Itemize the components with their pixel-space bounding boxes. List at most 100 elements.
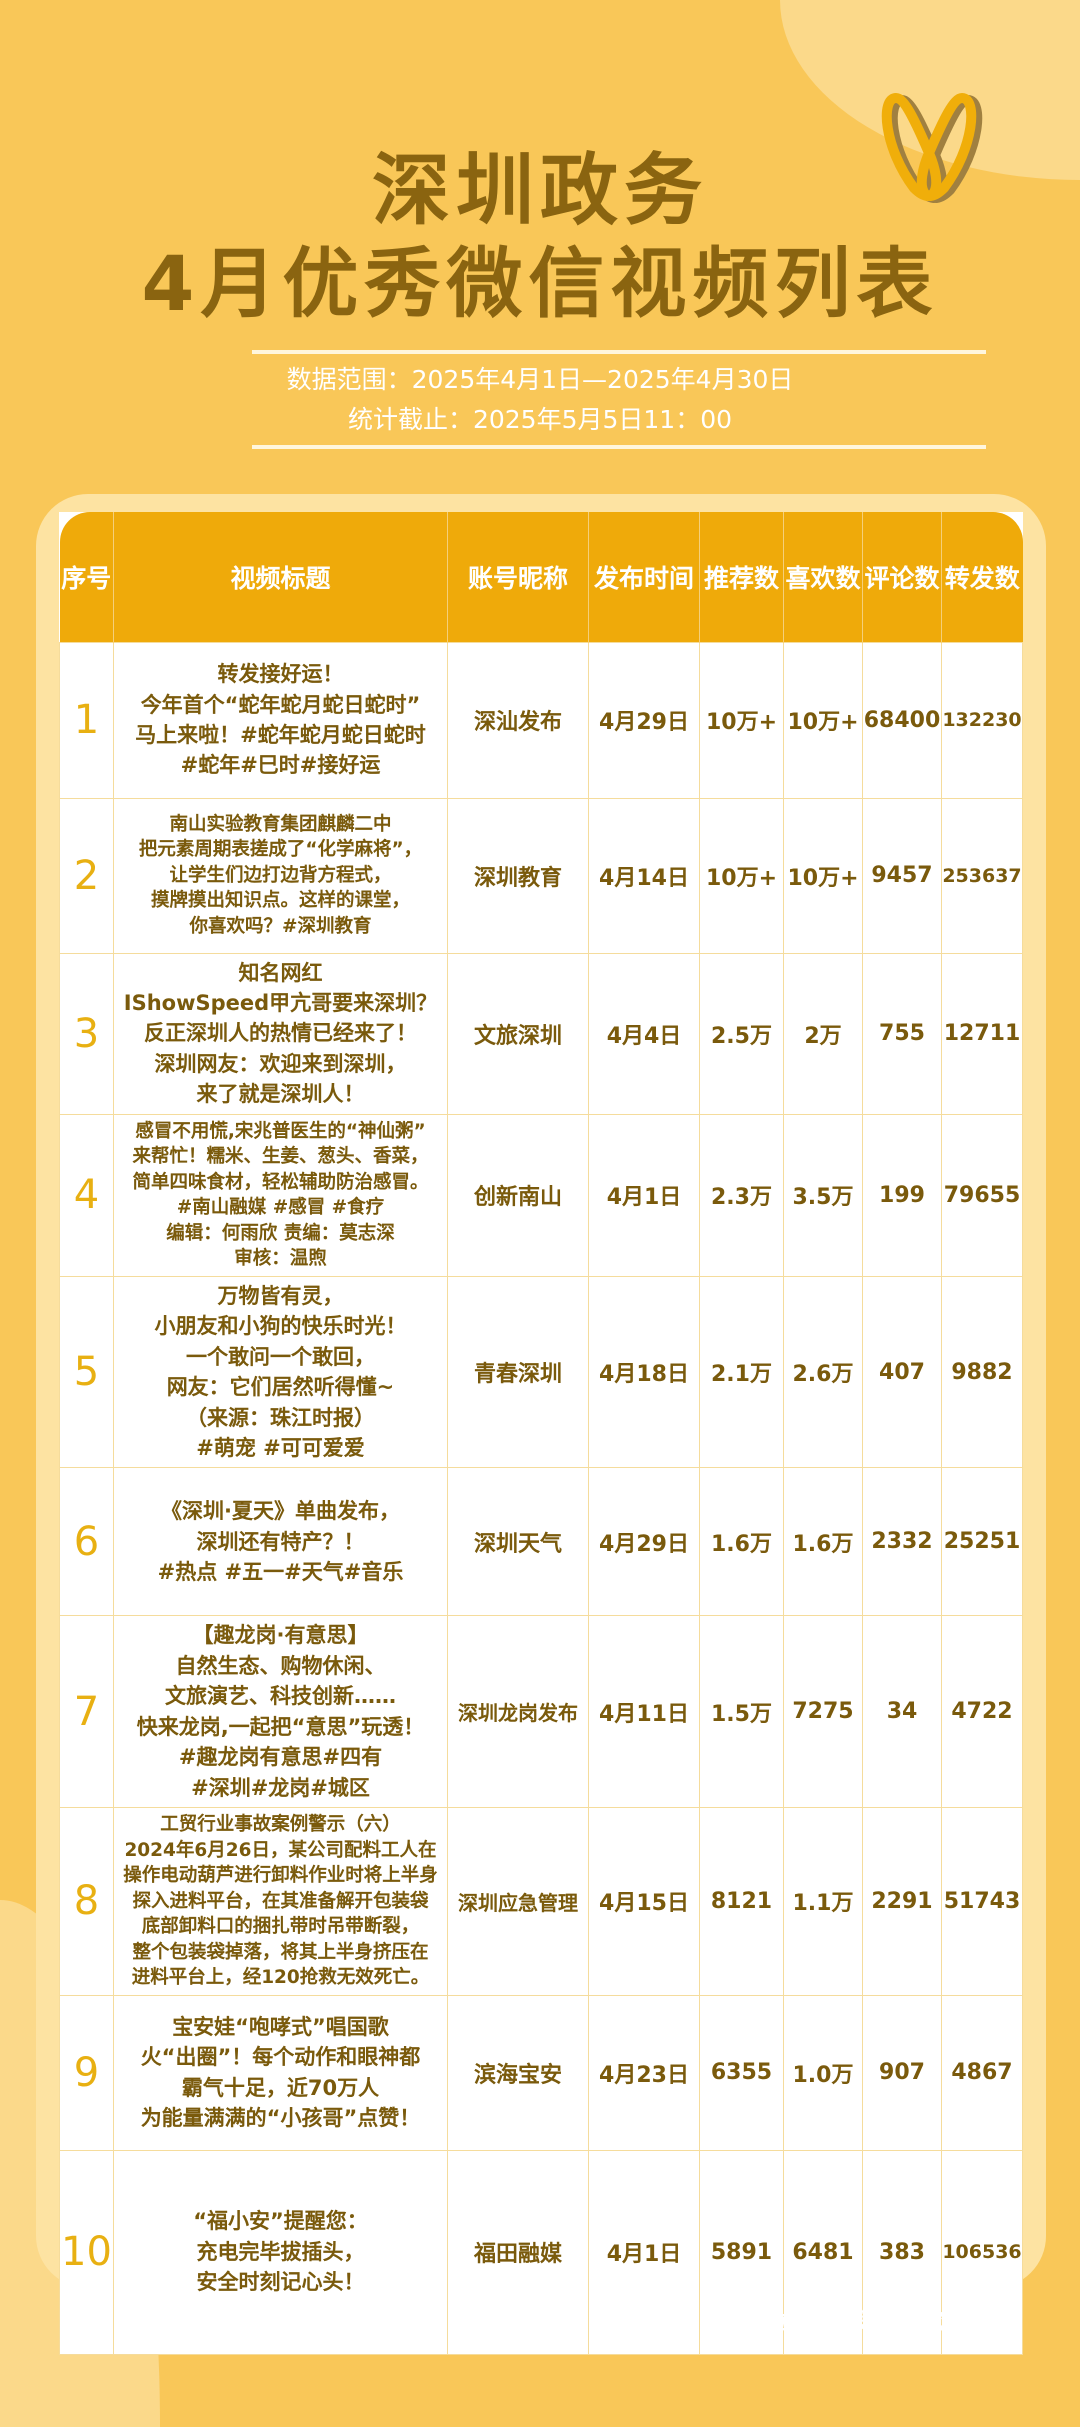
account-cell: 文旅深圳 — [447, 952, 589, 1115]
comment-cell: 199 — [862, 1113, 942, 1277]
table-row: 5 万物皆有灵， 小朋友和小狗的快乐时光！ 一个敢问一个敢回， 网友：它们居然听得… — [59, 1275, 1023, 1469]
title-cell: “福小安”提醒您： 充电完毕拔插头， 安全时刻记心头！ — [113, 2149, 448, 2355]
table-row: 7 【趣龙岗·有意思】 自然生态、购物休闲、 文旅演艺、科技创新…… 快来龙岗,一… — [59, 1615, 1023, 1809]
recommend-cell: 2.1万 — [699, 1275, 784, 1469]
comment-cell: 68400 — [862, 641, 942, 799]
recommend-cell: 1.6万 — [699, 1467, 784, 1617]
title-cell: 《深圳·夏天》单曲发布， 深圳还有特产？！ #热点 #五一#天气#音乐 — [113, 1467, 448, 1617]
comment-cell: 2291 — [862, 1807, 942, 1996]
title-cell: 【趣龙岗·有意思】 自然生态、购物休闲、 文旅演艺、科技创新…… 快来龙岗,一起… — [113, 1615, 448, 1809]
table-row: 9 宝安娃“咆哮式”唱国歌 火“出圈”！每个动作和眼神都 霸气十足，近70万人 为… — [59, 1994, 1023, 2151]
col-date: 发布时间 — [588, 512, 700, 642]
rank-cell: 10 — [59, 2149, 114, 2355]
col-recommend: 推荐数 — [699, 512, 784, 642]
share-cell: 4722 — [941, 1615, 1023, 1809]
share-cell: 12711 — [941, 952, 1023, 1115]
recommend-cell: 2.5万 — [699, 952, 784, 1115]
comment-cell: 34 — [862, 1615, 942, 1809]
comment-cell: 2332 — [862, 1467, 942, 1617]
col-like: 喜欢数 — [783, 512, 863, 642]
col-account: 账号昵称 — [447, 512, 589, 642]
page-title-line1: 深圳政务 — [371, 146, 708, 236]
date-cell: 4月18日 — [588, 1275, 700, 1469]
account-cell: 滨海宝安 — [447, 1994, 589, 2151]
account-cell: 深汕发布 — [447, 641, 589, 799]
date-cell: 4月14日 — [588, 797, 700, 954]
comment-cell: 383 — [862, 2149, 942, 2355]
title-cell: 知名网红 IShowSpeed甲亢哥要来深圳？ 反正深圳人的热情已经来了！ 深圳… — [113, 952, 448, 1115]
like-cell: 2万 — [783, 952, 863, 1115]
comment-cell: 9457 — [862, 797, 942, 954]
share-cell: 253637 — [941, 797, 1023, 954]
rank-cell: 3 — [59, 952, 114, 1115]
recommend-cell: 2.3万 — [699, 1113, 784, 1277]
like-cell: 6481 — [783, 2149, 863, 2355]
recommend-cell: 8121 — [699, 1807, 784, 1996]
rank-cell: 5 — [59, 1275, 114, 1469]
title-cell: 万物皆有灵， 小朋友和小狗的快乐时光！ 一个敢问一个敢回， 网友：它们居然听得懂… — [113, 1275, 448, 1469]
rank-cell: 4 — [59, 1113, 114, 1277]
like-cell: 10万+ — [783, 797, 863, 954]
title-cell: 工贸行业事故案例警示（六） 2024年6月26日，某公司配料工人在 操作电动葫芦… — [113, 1807, 448, 1996]
col-title: 视频标题 — [113, 512, 448, 642]
table-row: 4 感冒不用慌,宋兆普医生的“神仙粥” 来帮忙！糯米、生姜、葱头、香菜， 简单四味… — [59, 1113, 1023, 1277]
rank-cell: 6 — [59, 1467, 114, 1617]
rank-cell: 9 — [59, 1994, 114, 2151]
col-comment: 评论数 — [862, 512, 942, 642]
table-row: 8 工贸行业事故案例警示（六） 2024年6月26日，某公司配料工人在 操作电动葫… — [59, 1807, 1023, 1996]
video-table: 序号 视频标题 账号昵称 发布时间 推荐数 喜欢数 评论数 转发数 1 转发接好运… — [59, 512, 1023, 2355]
share-cell: 4867 — [941, 1994, 1023, 2151]
rank-cell: 8 — [59, 1807, 114, 1996]
rank-cell: 1 — [59, 641, 114, 799]
account-cell: 深圳应急管理 — [447, 1807, 589, 1996]
recommend-cell: 10万+ — [699, 641, 784, 799]
divider-top — [252, 350, 986, 354]
title-cell: 宝安娃“咆哮式”唱国歌 火“出圈”！每个动作和眼神都 霸气十足，近70万人 为能… — [113, 1994, 448, 2151]
comment-cell: 755 — [862, 952, 942, 1115]
table-row: 2 南山实验教育集团麒麟二中 把元素周期表搓成了“化学麻将”， 让学生们边打边背方… — [59, 797, 1023, 954]
account-cell: 福田融媒 — [447, 2149, 589, 2355]
account-cell: 深圳教育 — [447, 797, 589, 954]
date-cell: 4月1日 — [588, 1113, 700, 1277]
account-cell: 深圳天气 — [447, 1467, 589, 1617]
like-cell: 2.6万 — [783, 1275, 863, 1469]
title-cell: 转发接好运！ 今年首个“蛇年蛇月蛇日蛇时” 马上来啦！#蛇年蛇月蛇日蛇时 #蛇年… — [113, 641, 448, 799]
wechat-channels-logo-icon — [881, 92, 983, 203]
share-cell: 79655 — [941, 1113, 1023, 1277]
date-cell: 4月11日 — [588, 1615, 700, 1809]
comment-cell: 407 — [862, 1275, 942, 1469]
table-row: 10 “福小安”提醒您： 充电完毕拔插头， 安全时刻记心头！ 福田融媒 4月1日 589… — [59, 2149, 1023, 2355]
share-cell: 9882 — [941, 1275, 1023, 1469]
date-cell: 4月4日 — [588, 952, 700, 1115]
like-cell: 1.0万 — [783, 1994, 863, 2151]
like-cell: 1.1万 — [783, 1807, 863, 1996]
page-title-line2: 4月优秀微信视频列表 — [141, 239, 939, 328]
table-row: 6 《深圳·夏天》单曲发布， 深圳还有特产？！ #热点 #五一#天气#音乐 深圳天气… — [59, 1467, 1023, 1617]
table-row: 3 知名网红 IShowSpeed甲亢哥要来深圳？ 反正深圳人的热情已经来了！ 深… — [59, 952, 1023, 1115]
date-cell: 4月23日 — [588, 1994, 700, 2151]
date-cell: 4月29日 — [588, 641, 700, 799]
share-cell: 51743 — [941, 1807, 1023, 1996]
date-cell: 4月1日 — [588, 2149, 700, 2355]
footer-credit: 出品单位 | 深圳舆情研究院 — [700, 2310, 966, 2335]
divider-bottom — [252, 445, 986, 449]
date-cell: 4月15日 — [588, 1807, 700, 1996]
share-cell: 25251 — [941, 1467, 1023, 1617]
share-cell: 106536 — [941, 2149, 1023, 2355]
recommend-cell: 1.5万 — [699, 1615, 784, 1809]
rank-cell: 7 — [59, 1615, 114, 1809]
like-cell: 3.5万 — [783, 1113, 863, 1277]
like-cell: 10万+ — [783, 641, 863, 799]
title-cell: 感冒不用慌,宋兆普医生的“神仙粥” 来帮忙！糯米、生姜、葱头、香菜， 简单四味食… — [113, 1113, 448, 1277]
date-cell: 4月29日 — [588, 1467, 700, 1617]
col-rank: 序号 — [59, 512, 114, 642]
account-cell: 青春深圳 — [447, 1275, 589, 1469]
share-cell: 132230 — [941, 641, 1023, 799]
like-cell: 7275 — [783, 1615, 863, 1809]
data-range: 数据范围：2025年4月1日—2025年4月30日 — [286, 365, 794, 394]
stat-cutoff: 统计截止：2025年5月5日11：00 — [347, 405, 733, 434]
comment-cell: 907 — [862, 1994, 942, 2151]
rank-cell: 2 — [59, 797, 114, 954]
recommend-cell: 5891 — [699, 2149, 784, 2355]
table-header-row: 序号 视频标题 账号昵称 发布时间 推荐数 喜欢数 评论数 转发数 — [59, 512, 1023, 642]
